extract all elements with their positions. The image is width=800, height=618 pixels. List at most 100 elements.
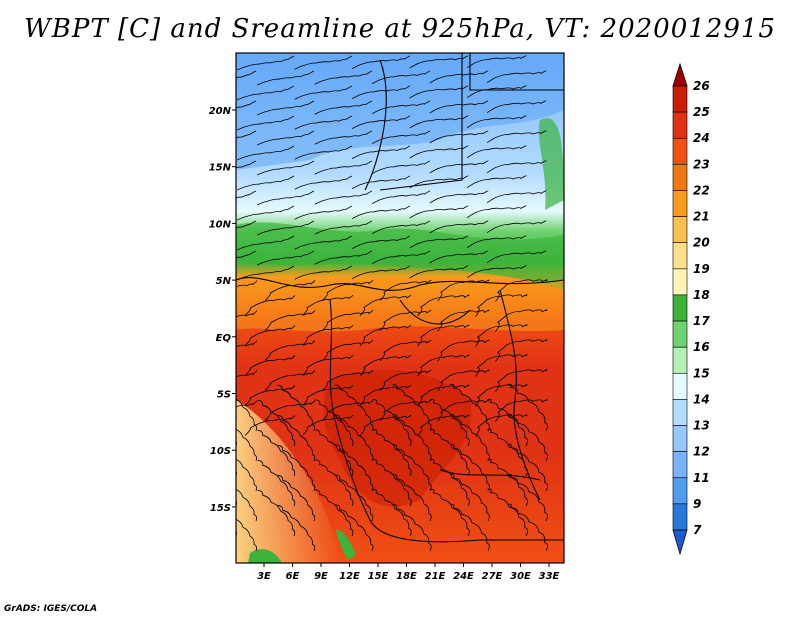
streamline [429,220,489,234]
streamline [322,400,374,421]
colorbar-level-label: 9 [693,497,701,511]
colorbar-level-label: 12 [693,445,710,459]
streamline [372,399,412,447]
streamline [507,413,548,462]
streamline [437,339,490,362]
colorbar-level-label: 17 [693,314,710,328]
colorbar-segment [672,111,688,139]
streamline [264,340,316,361]
streamline [417,384,470,407]
map-frame [235,52,565,564]
streamline [277,474,316,522]
lat-tick-label: 15N [209,163,232,174]
streamline [335,414,374,462]
streamline [302,295,354,316]
streamline [314,250,373,265]
streamline [466,265,527,278]
streamline [277,444,316,492]
streamline [335,474,374,522]
streamline [429,160,489,174]
lat-tick-label: 10S [210,446,231,457]
streamline [352,205,411,219]
streamline [417,354,470,377]
streamline [409,115,469,129]
streamline [392,474,432,522]
streamline [294,145,353,160]
streamline [244,355,296,376]
streamline [277,504,316,552]
streamline [257,220,315,236]
lat-tick-label: 20N [209,106,232,117]
colorbar-segment [672,85,688,113]
streamline [392,444,432,492]
streamline [437,369,490,392]
lon-tick-label: 3E [257,571,271,582]
streamline [237,235,295,251]
streamline [495,309,548,332]
streamline [294,55,353,70]
streamline [417,324,470,347]
streamline [257,190,315,206]
streamline [379,399,432,421]
streamline [466,55,527,68]
streamline [237,205,295,221]
streamline [314,130,373,145]
streamline [294,265,353,280]
streamline [495,279,548,302]
streamline [430,458,470,507]
streamline [450,383,490,432]
streamline [277,384,316,432]
streamline [466,235,527,248]
streamline [429,190,489,204]
streamline [352,145,411,159]
streamline [335,444,374,492]
streamline [294,115,353,130]
streamline [236,518,257,552]
colorbar-level-label: 16 [693,340,710,354]
streamline [302,415,354,436]
streamline [392,504,432,552]
colorbar-segment [672,503,688,531]
streamline [392,414,432,462]
streamline [236,116,237,117]
streamline [236,220,257,229]
streamline [359,354,412,376]
streamline [302,385,354,406]
streamline [409,175,469,189]
colorbar-segment [672,216,688,244]
lon-tick-label: 18E [396,571,417,582]
streamline [495,369,548,392]
streamline [244,385,296,406]
streamline [486,130,547,143]
streamline [264,400,316,421]
streamline [475,294,528,317]
streamline [322,340,374,361]
colorbar-segment [672,190,688,217]
streamline [322,280,374,301]
streamline [372,70,431,84]
streamline [487,428,528,477]
streamline [372,190,431,204]
streamline [379,339,432,361]
streamline [430,428,470,477]
streamline [372,160,431,174]
streamline [236,458,257,492]
colorbar-segment [672,137,688,165]
colorbar-bottom-arrow [672,529,688,556]
streamline [314,190,373,205]
streamline [264,310,316,331]
streamline [486,250,547,263]
colorbar-segment [672,346,688,374]
lon-tick-label: 9E [314,571,328,582]
streamline [236,500,237,507]
streamline [236,280,257,288]
colorbar-segment [672,242,688,270]
streamline [486,70,547,83]
colorbar-level-label: 15 [693,366,710,380]
streamline [257,70,315,86]
streamline [429,70,489,84]
streamline [409,205,469,219]
streamline [392,384,432,432]
streamline [466,145,527,158]
